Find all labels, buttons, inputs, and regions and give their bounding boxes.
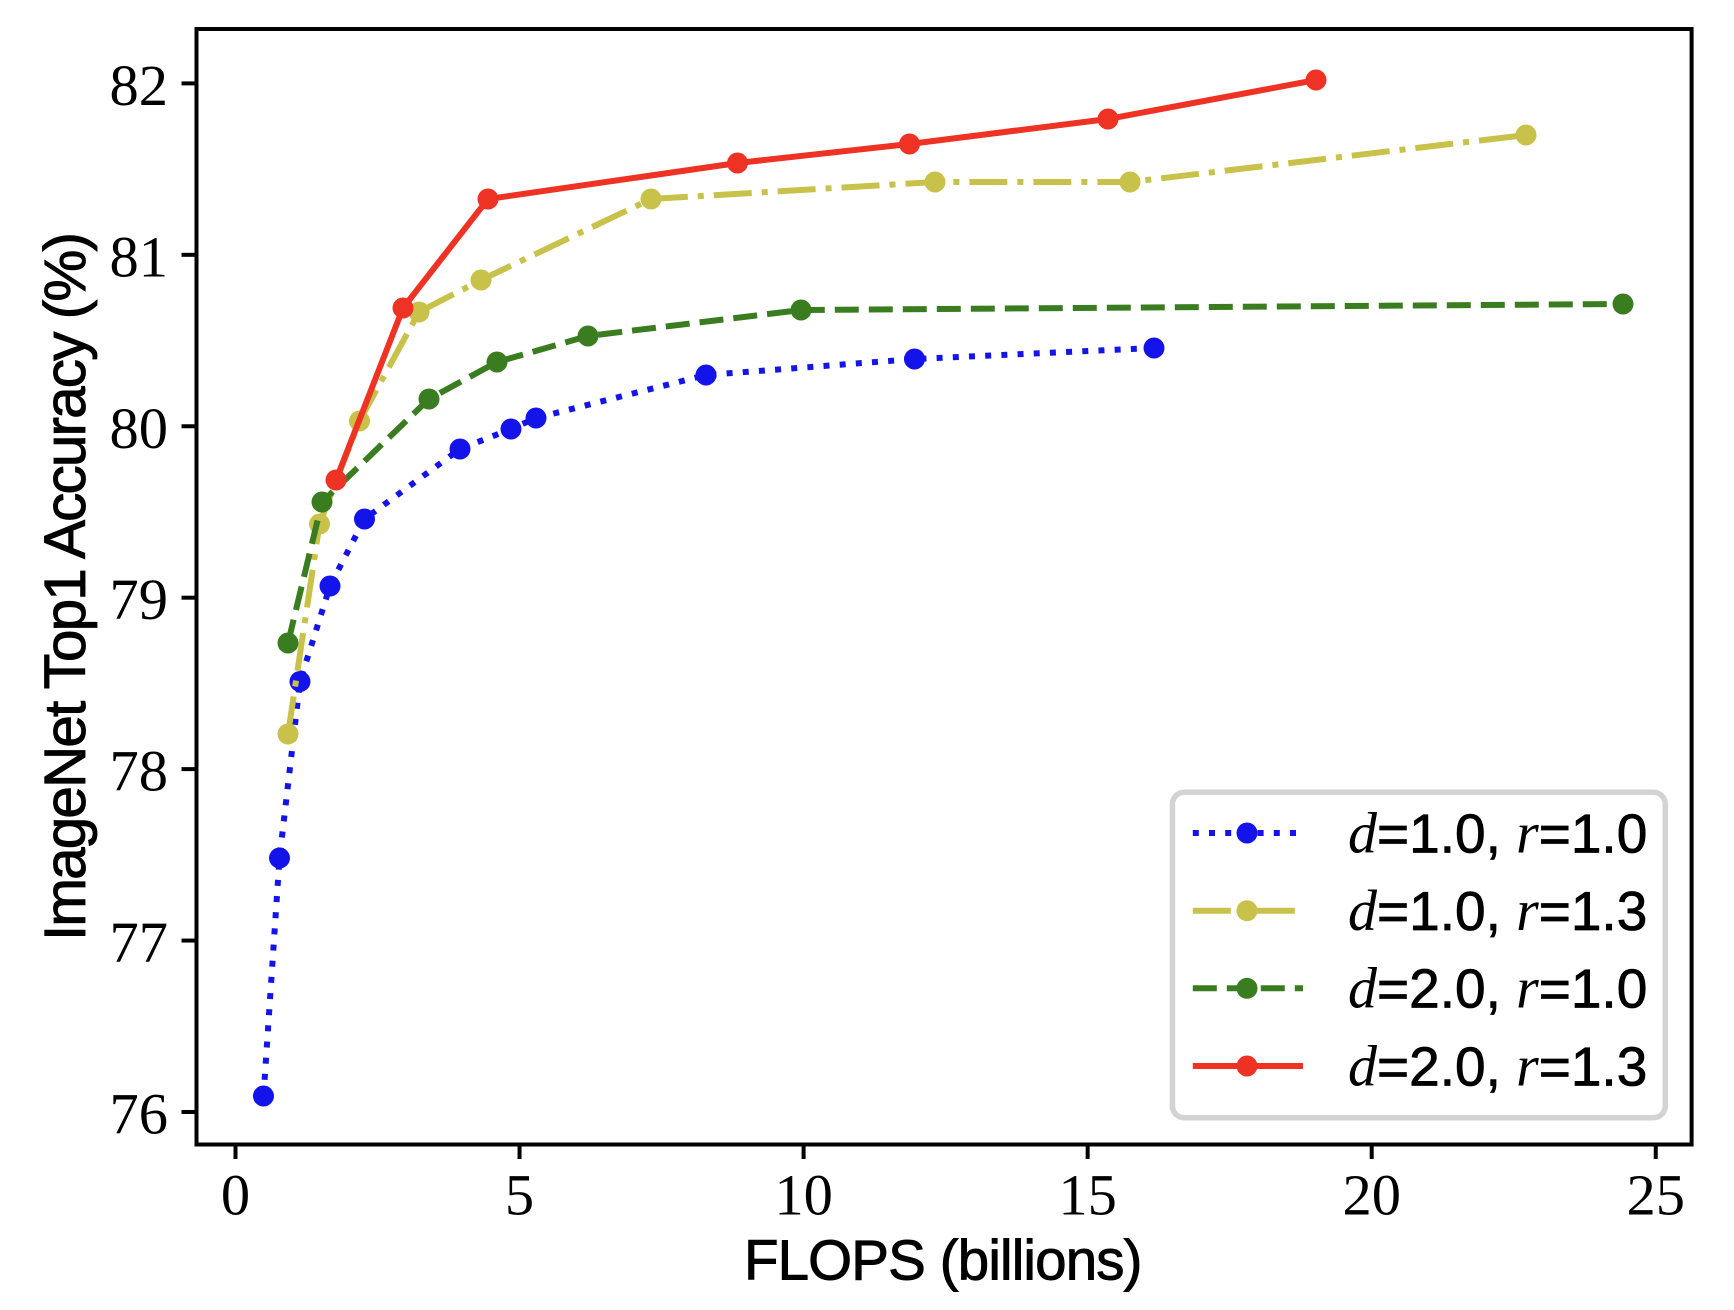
svg-text:15: 15 [1058, 1163, 1117, 1228]
svg-text:d=2.0, r=1.0: d=2.0, r=1.0 [1348, 956, 1647, 1021]
svg-text:10: 10 [774, 1163, 833, 1228]
svg-text:ImageNet Top1 Accuracy (%): ImageNet Top1 Accuracy (%) [33, 234, 98, 941]
svg-text:77: 77 [110, 910, 169, 975]
svg-text:d=2.0, r=1.3: d=2.0, r=1.3 [1348, 1033, 1647, 1098]
svg-text:80: 80 [110, 396, 169, 461]
svg-text:79: 79 [110, 567, 169, 632]
svg-text:25: 25 [1627, 1163, 1686, 1228]
svg-text:76: 76 [110, 1081, 169, 1146]
svg-text:20: 20 [1342, 1163, 1401, 1228]
svg-text:0: 0 [221, 1163, 250, 1228]
svg-text:81: 81 [110, 224, 169, 289]
svg-text:d=1.0, r=1.3: d=1.0, r=1.3 [1348, 878, 1647, 943]
svg-text:d=1.0, r=1.0: d=1.0, r=1.0 [1348, 800, 1647, 865]
svg-text:78: 78 [110, 739, 169, 804]
svg-text:FLOPS (billions): FLOPS (billions) [744, 1229, 1142, 1292]
svg-text:82: 82 [110, 53, 169, 118]
svg-text:5: 5 [505, 1163, 534, 1228]
